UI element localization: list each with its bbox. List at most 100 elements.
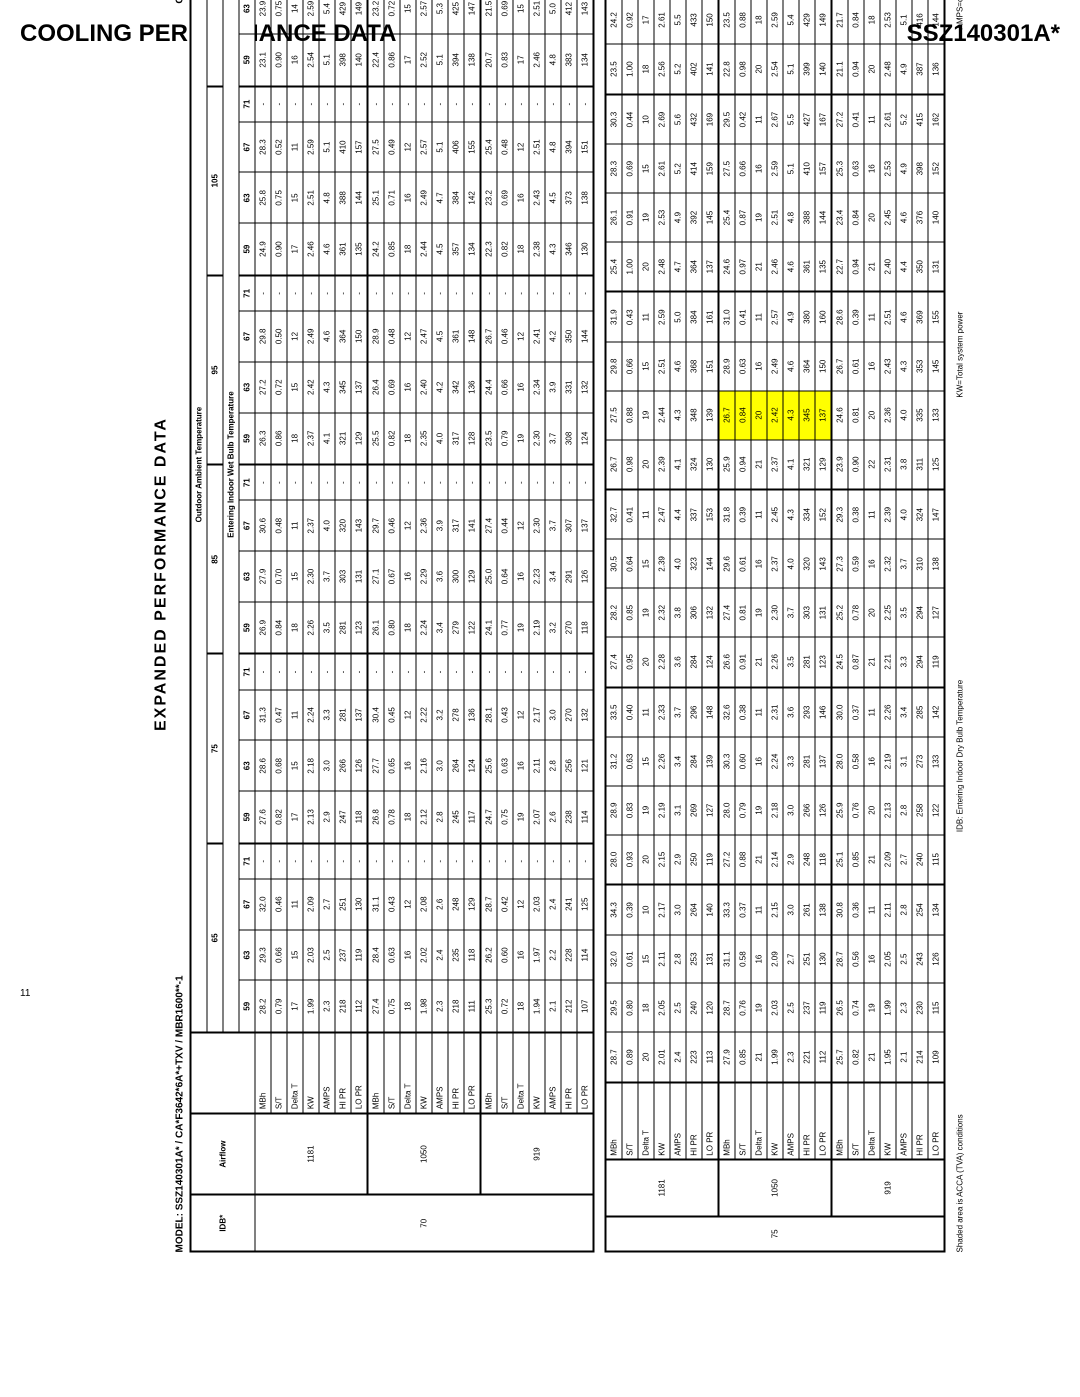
data-cell: 114 bbox=[577, 791, 594, 843]
data-cell: 0.97 bbox=[735, 242, 751, 292]
data-cell: 2.49 bbox=[303, 311, 319, 362]
data-cell: 143 bbox=[351, 500, 368, 551]
wb-59: 59 bbox=[239, 34, 255, 86]
data-cell: 0.70 bbox=[271, 551, 287, 602]
data-cell: 4.6 bbox=[670, 342, 686, 391]
metric-MBh: MBh bbox=[719, 1082, 736, 1159]
data-cell: 28.3 bbox=[255, 122, 271, 173]
data-cell: 0.65 bbox=[384, 740, 400, 791]
data-cell: 26.8 bbox=[368, 791, 385, 843]
data-cell: 0.72 bbox=[271, 362, 287, 413]
data-cell: 123 bbox=[815, 637, 832, 687]
data-cell: 11 bbox=[751, 292, 767, 342]
data-cell: 143 bbox=[577, 0, 594, 34]
data-cell: 2.30 bbox=[529, 413, 545, 465]
data-cell: 240 bbox=[912, 835, 928, 885]
data-cell: 0.86 bbox=[271, 413, 287, 465]
data-cell: 285 bbox=[912, 687, 928, 737]
data-cell: 14 bbox=[287, 0, 303, 34]
data-cell: 4.1 bbox=[783, 440, 799, 490]
data-cell: 21.7 bbox=[832, 0, 849, 44]
data-cell: - bbox=[271, 654, 287, 690]
data-cell: 2.47 bbox=[654, 490, 670, 540]
data-cell: 26.7 bbox=[719, 391, 736, 440]
data-cell: 2.8 bbox=[432, 791, 448, 843]
data-cell: 0.77 bbox=[497, 602, 513, 654]
data-cell: 3.0 bbox=[670, 885, 686, 935]
data-cell: 218 bbox=[335, 980, 351, 1032]
data-cell: 0.76 bbox=[735, 983, 751, 1032]
data-cell: 144 bbox=[815, 193, 832, 242]
data-cell: 0.79 bbox=[735, 786, 751, 835]
data-cell: 11 bbox=[287, 690, 303, 741]
data-cell: 2.14 bbox=[767, 835, 783, 885]
data-cell: 139 bbox=[702, 737, 719, 786]
data-cell: - bbox=[400, 843, 416, 879]
data-cell: 132 bbox=[577, 690, 594, 741]
data-cell: 119 bbox=[702, 835, 719, 885]
data-cell: 2.44 bbox=[416, 223, 432, 275]
metric-S/T: S/T bbox=[497, 1033, 513, 1114]
data-cell: 20 bbox=[638, 440, 654, 490]
data-cell: 0.94 bbox=[848, 242, 864, 292]
data-cell: 126 bbox=[815, 786, 832, 835]
data-cell: 2.40 bbox=[880, 242, 896, 292]
data-cell: 2.02 bbox=[416, 930, 432, 981]
wb-67: 67 bbox=[239, 311, 255, 362]
data-cell: 2.13 bbox=[880, 786, 896, 835]
data-cell: 258 bbox=[912, 786, 928, 835]
data-cell: 18 bbox=[638, 44, 654, 94]
data-cell: 23.5 bbox=[719, 0, 736, 44]
data-cell: 24.2 bbox=[606, 0, 623, 44]
metric-MBh: MBh bbox=[481, 1033, 498, 1114]
data-cell: 20 bbox=[864, 391, 880, 440]
wb-59: 59 bbox=[239, 602, 255, 654]
data-cell: 18 bbox=[400, 791, 416, 843]
data-cell: 0.84 bbox=[848, 193, 864, 242]
indoor-wb-header: Entering Indoor Wet Bulb Temperature bbox=[223, 0, 239, 1033]
data-cell: 2.2 bbox=[545, 930, 561, 981]
data-cell: 12 bbox=[287, 311, 303, 362]
data-cell: 2.61 bbox=[880, 94, 896, 144]
data-cell: 2.09 bbox=[880, 835, 896, 885]
wb-67: 67 bbox=[239, 690, 255, 741]
data-cell: 15 bbox=[638, 342, 654, 391]
data-cell: - bbox=[432, 843, 448, 879]
data-cell: 28.9 bbox=[368, 311, 385, 362]
data-cell: 3.4 bbox=[432, 602, 448, 654]
data-cell: 4.4 bbox=[896, 242, 912, 292]
data-cell: 214 bbox=[912, 1032, 928, 1082]
data-cell: 1.98 bbox=[416, 980, 432, 1032]
data-cell: 2.40 bbox=[416, 362, 432, 413]
data-cell: - bbox=[303, 86, 319, 122]
data-cell: 0.90 bbox=[271, 34, 287, 86]
data-cell: - bbox=[400, 275, 416, 311]
data-cell: 2.36 bbox=[416, 500, 432, 551]
data-cell: 425 bbox=[448, 0, 464, 34]
wb-71: 71 bbox=[239, 654, 255, 690]
data-cell: 416 bbox=[912, 0, 928, 44]
data-cell: 0.78 bbox=[384, 791, 400, 843]
outdoor-temp-105: 105 bbox=[207, 86, 223, 275]
data-cell: 300 bbox=[448, 551, 464, 602]
data-cell: 429 bbox=[335, 0, 351, 34]
footer-center2: KW=Total system power bbox=[956, 312, 965, 398]
data-cell: 22 bbox=[864, 440, 880, 490]
data-cell: 266 bbox=[335, 740, 351, 791]
data-cell: 5.1 bbox=[319, 34, 335, 86]
data-cell: 0.92 bbox=[622, 0, 638, 44]
data-cell: 212 bbox=[561, 980, 577, 1032]
data-cell: 0.66 bbox=[735, 144, 751, 193]
data-cell: 0.98 bbox=[622, 440, 638, 490]
data-cell: 30.0 bbox=[832, 687, 849, 737]
data-cell: 0.46 bbox=[271, 879, 287, 930]
data-cell: 4.5 bbox=[432, 223, 448, 275]
data-cell: 369 bbox=[912, 292, 928, 342]
data-cell: 4.0 bbox=[783, 539, 799, 588]
data-cell: 27.4 bbox=[368, 980, 385, 1032]
metric-MBh: MBh bbox=[368, 1033, 385, 1114]
data-cell: 2.53 bbox=[880, 144, 896, 193]
data-cell: 119 bbox=[815, 983, 832, 1032]
data-cell: - bbox=[287, 465, 303, 501]
data-cell: 2.11 bbox=[654, 935, 670, 984]
